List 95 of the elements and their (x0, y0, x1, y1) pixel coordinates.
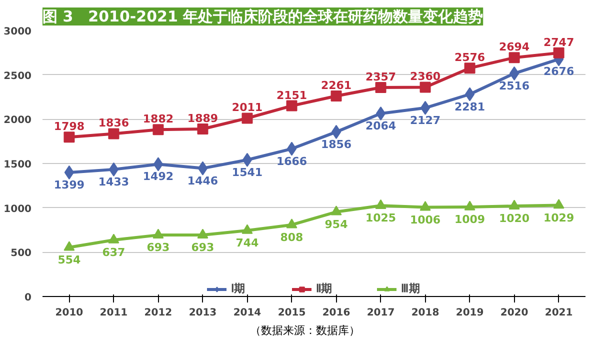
point (286, 218, 298, 228)
point (464, 200, 476, 210)
point (152, 228, 164, 238)
point (553, 198, 564, 209)
data-label: 954 (324, 218, 348, 231)
point (197, 124, 208, 135)
point (64, 241, 75, 251)
y-tick-label: 1500 (4, 160, 32, 170)
point (508, 52, 520, 64)
data-label: 693 (191, 241, 214, 254)
point (152, 124, 164, 136)
data-label: 1006 (410, 213, 441, 226)
data-label: 637 (102, 246, 126, 260)
chart-title: 图 3 2010-2021 年处于临床阶段的全球在研药物数量变化趋势 (42, 8, 484, 26)
point (420, 100, 430, 115)
point (242, 224, 253, 234)
data-label: 2357 (365, 70, 396, 84)
data-label: 2261 (320, 79, 352, 92)
data-label: 1020 (498, 212, 530, 226)
data-label: 1541 (232, 166, 263, 179)
point (108, 234, 120, 244)
data-label: 2747 (543, 36, 574, 49)
x-tick-label: 2015 (278, 308, 306, 318)
point (375, 82, 386, 94)
x-tick-label: 2012 (144, 308, 172, 318)
point (375, 199, 386, 210)
y-tick-label: 1000 (4, 204, 32, 215)
data-label: 1029 (543, 211, 574, 224)
point (331, 124, 342, 139)
data-label: 1836 (98, 116, 130, 130)
point (508, 200, 520, 210)
data-label: 2360 (410, 70, 441, 84)
data-label: 1446 (187, 174, 218, 188)
point (108, 128, 120, 140)
data-label: 1856 (320, 138, 352, 151)
x-tick-label: 2016 (322, 308, 350, 318)
y-tick-label: 3000 (4, 26, 32, 38)
x-tick-label: 2013 (188, 308, 217, 318)
point (64, 165, 74, 180)
legend-label: Ⅱ期 (316, 282, 333, 296)
data-label: 1889 (187, 112, 218, 126)
data-label: 2281 (454, 100, 486, 114)
data-label: 693 (146, 241, 170, 254)
point (464, 62, 476, 74)
legend-label: Ⅰ期 (231, 282, 246, 296)
x-tick-label: 2020 (500, 308, 528, 318)
point (420, 201, 431, 211)
point (286, 142, 297, 156)
x-tick-label: 2019 (456, 308, 484, 318)
y-tick-label: 500 (10, 248, 32, 260)
point (330, 206, 342, 216)
x-tick-label: 2021 (544, 308, 573, 318)
point (108, 162, 119, 176)
point (553, 47, 564, 58)
point (330, 90, 342, 102)
data-label: 1009 (454, 213, 486, 226)
data-label: 2151 (276, 88, 308, 102)
data-label: 1492 (142, 170, 174, 184)
point (420, 82, 431, 93)
text: （数据来源：数据库） (250, 323, 360, 339)
data-label: 2127 (410, 114, 441, 127)
data-label: 1025 (365, 212, 396, 225)
y-tick-label: 0 (24, 292, 32, 304)
point (242, 112, 253, 124)
data-label: 1798 (54, 120, 85, 134)
data-label: 2064 (365, 119, 396, 132)
data-label: 1666 (276, 154, 308, 168)
y-tick-label: 2000 (4, 115, 32, 126)
point (153, 157, 164, 172)
x-tick-label: 2011 (100, 308, 128, 318)
point (376, 106, 386, 120)
data-label: 744 (236, 236, 260, 250)
data-label: 2516 (498, 79, 530, 92)
data-label: 2576 (454, 51, 486, 64)
x-tick-label: 2017 (366, 308, 395, 318)
point (64, 132, 75, 143)
x-tick-label: 2010 (55, 308, 84, 318)
point (242, 152, 252, 167)
point (286, 100, 298, 112)
legend-label: Ⅲ期 (401, 282, 421, 296)
point (509, 66, 520, 80)
data-label: 808 (280, 230, 304, 244)
data-label: 1433 (98, 175, 130, 188)
point (197, 228, 208, 238)
data-label: 2011 (232, 101, 263, 114)
point (464, 87, 475, 102)
data-label: 1399 (54, 178, 85, 192)
data-label: 2694 (498, 40, 530, 54)
data-label: 2676 (543, 65, 574, 78)
x-tick-label: 2014 (233, 308, 262, 318)
point (198, 161, 208, 176)
data-label: 1882 (142, 112, 174, 126)
data-label: 554 (58, 253, 82, 266)
y-tick-label: 2500 (4, 70, 32, 82)
x-tick-label: 2018 (411, 308, 440, 318)
